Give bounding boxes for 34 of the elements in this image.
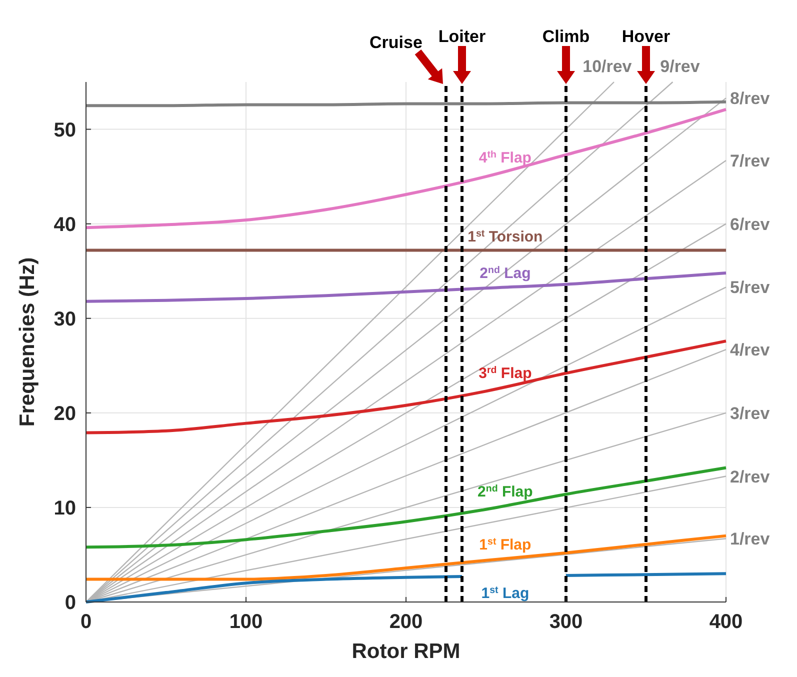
- x-tick-label: 400: [709, 611, 743, 633]
- y-tick-label: 0: [64, 592, 76, 614]
- ref-line-label: Loiter: [438, 27, 486, 46]
- series-label: 4/rev: [730, 340, 770, 360]
- series-label: 9/rev: [660, 57, 700, 76]
- series-label: 1$^{st}$ Flap: [479, 536, 532, 554]
- series-label: 6/rev: [730, 214, 770, 234]
- ref-line-label: Hover: [622, 27, 670, 46]
- series-label: 3/rev: [730, 404, 770, 423]
- y-axis-title: Frequencies (Hz): [16, 257, 39, 427]
- series-label: 8/rev: [730, 89, 770, 108]
- x-tick-label: 300: [549, 611, 583, 633]
- series-label: 4$^{th}$ Flap: [478, 148, 532, 166]
- y-tick-label: 10: [54, 497, 76, 520]
- series-label: 5/rev: [730, 278, 770, 298]
- y-tick-label: 30: [54, 308, 76, 330]
- x-tick-label: 200: [389, 611, 423, 633]
- series-label: 2$^{nd}$ Flap: [478, 483, 533, 501]
- series-label: 1$^{st}$ Torsion: [468, 228, 543, 246]
- series-label: 1$^{st}$ Lag: [481, 584, 530, 602]
- y-tick-label: 20: [54, 402, 76, 425]
- ref-line-label: Climb: [542, 27, 590, 46]
- series-label: 2$^{nd}$ Lag: [480, 264, 531, 282]
- y-tick-label: 50: [54, 119, 76, 142]
- x-tick-label: 100: [229, 611, 263, 633]
- series-label: 2/rev: [730, 467, 770, 486]
- x-tick-label: 0: [80, 611, 92, 633]
- series-label: 7/rev: [730, 151, 770, 170]
- y-tick-label: 40: [54, 214, 76, 236]
- series-label: 3$^{rd}$ Flap: [478, 364, 532, 382]
- series-label: 1/rev: [730, 530, 770, 549]
- ref-line-label: Cruise: [370, 33, 422, 52]
- series-label: 10/rev: [582, 57, 632, 76]
- x-axis-title: Rotor RPM: [352, 640, 460, 663]
